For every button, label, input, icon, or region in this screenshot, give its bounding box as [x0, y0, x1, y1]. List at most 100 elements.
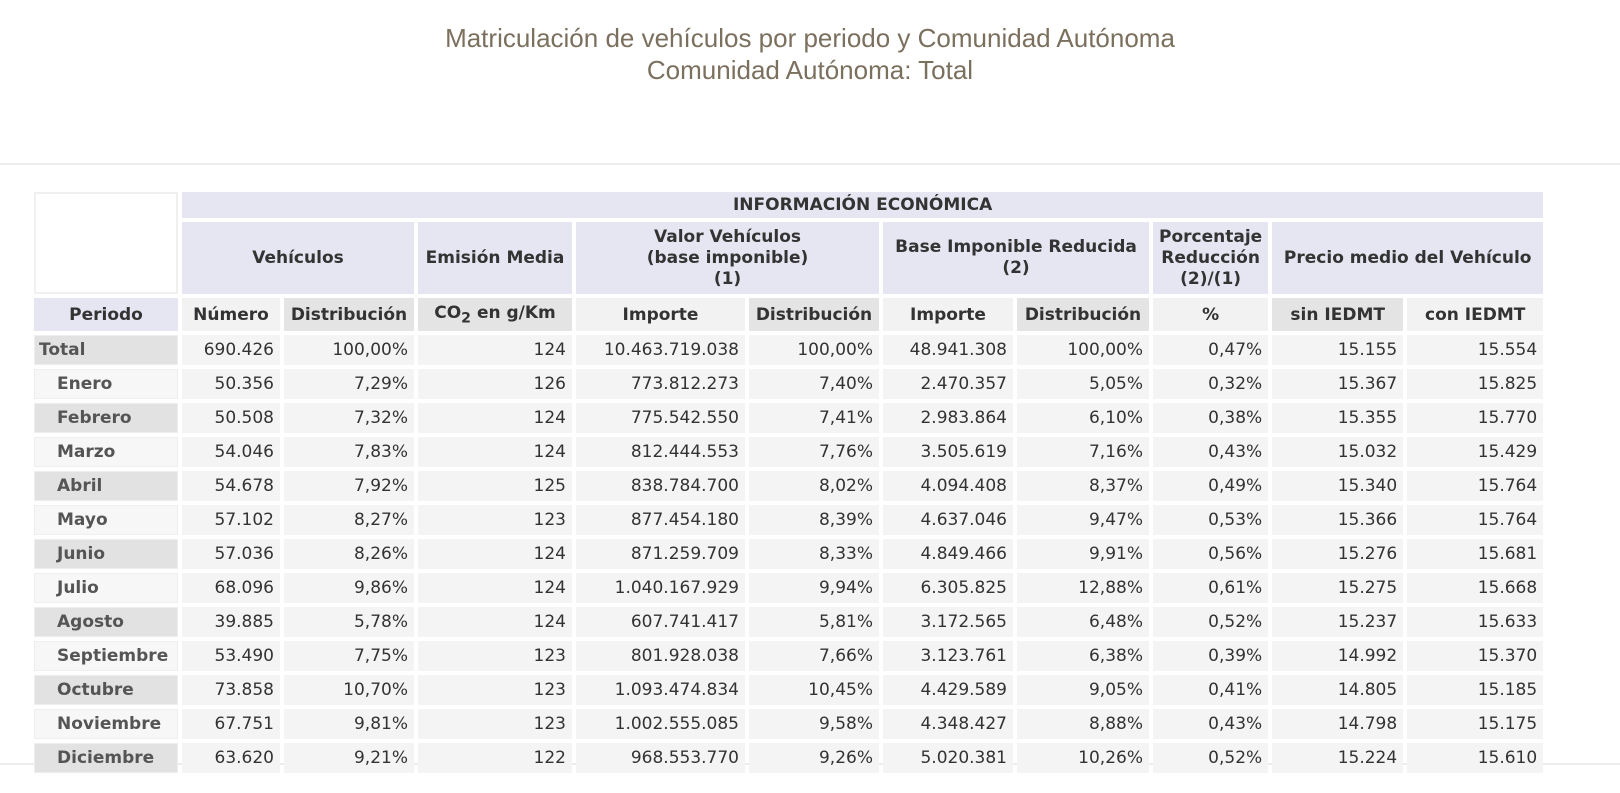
value-cell: 15.370 — [1407, 641, 1544, 671]
value-cell: 10,26% — [1017, 743, 1149, 773]
value-cell: 7,92% — [284, 471, 414, 501]
table-row: Mayo 57.102 8,27% 123 877.454.180 8,39% 4.637.… — [34, 505, 1544, 535]
value-cell: 5.020.381 — [883, 743, 1013, 773]
value-cell: 15.224 — [1272, 743, 1404, 773]
value-cell: 0,53% — [1153, 505, 1269, 535]
value-cell: 775.542.550 — [576, 403, 745, 433]
value-cell: 4.637.046 — [883, 505, 1013, 535]
value-cell: 15.770 — [1407, 403, 1544, 433]
value-cell: 15.175 — [1407, 709, 1544, 739]
label: (2)/(1) — [1180, 268, 1242, 289]
header-importe: Importe — [576, 298, 745, 331]
period-cell: Abril — [34, 471, 178, 501]
value-cell: 812.444.553 — [576, 437, 745, 467]
value-cell: 2.983.864 — [883, 403, 1013, 433]
value-cell: 10.463.719.038 — [576, 335, 745, 365]
value-cell: 50.508 — [182, 403, 280, 433]
value-cell: 5,05% — [1017, 369, 1149, 399]
value-cell: 871.259.709 — [576, 539, 745, 569]
value-cell: 57.102 — [182, 505, 280, 535]
table-row: Abril 54.678 7,92% 125 838.784.700 8,02% 4.094… — [34, 471, 1544, 501]
value-cell: 15.554 — [1407, 335, 1544, 365]
value-cell: 15.032 — [1272, 437, 1404, 467]
value-cell: 0,43% — [1153, 437, 1269, 467]
header-numero: Número — [182, 298, 280, 331]
header-precio: Precio medio del Vehículo — [1272, 222, 1544, 294]
value-cell: 9,26% — [749, 743, 879, 773]
value-cell: 12,88% — [1017, 573, 1149, 603]
value-cell: 15.185 — [1407, 675, 1544, 705]
value-cell: 124 — [418, 437, 572, 467]
value-cell: 9,94% — [749, 573, 879, 603]
period-cell: Diciembre — [34, 743, 178, 773]
label: Valor Vehículos — [654, 226, 801, 247]
value-cell: 10,45% — [749, 675, 879, 705]
value-cell: 0,41% — [1153, 675, 1269, 705]
table-row: Septiembre 53.490 7,75% 123 801.928.038 7,66%… — [34, 641, 1544, 671]
value-cell: 1.002.555.085 — [576, 709, 745, 739]
value-cell: 838.784.700 — [576, 471, 745, 501]
value-cell: 801.928.038 — [576, 641, 745, 671]
table-row: Octubre 73.858 10,70% 123 1.093.474.834 10,45… — [34, 675, 1544, 705]
value-cell: 0,38% — [1153, 403, 1269, 433]
value-cell: 7,66% — [749, 641, 879, 671]
value-cell: 4.094.408 — [883, 471, 1013, 501]
value-cell: 968.553.770 — [576, 743, 745, 773]
header-pct: % — [1153, 298, 1269, 331]
value-cell: 5,81% — [749, 607, 879, 637]
value-cell: 8,26% — [284, 539, 414, 569]
value-cell: 124 — [418, 403, 572, 433]
value-cell: 7,32% — [284, 403, 414, 433]
value-cell: 48.941.308 — [883, 335, 1013, 365]
value-cell: 15.633 — [1407, 607, 1544, 637]
value-cell: 4.849.466 — [883, 539, 1013, 569]
value-cell: 10,70% — [284, 675, 414, 705]
value-cell: 15.825 — [1407, 369, 1544, 399]
value-cell: 3.172.565 — [883, 607, 1013, 637]
value-cell: 15.367 — [1272, 369, 1404, 399]
value-cell: 0,52% — [1153, 743, 1269, 773]
table-row: Enero 50.356 7,29% 126 773.812.273 7,40% 2.470… — [34, 369, 1544, 399]
value-cell: 7,29% — [284, 369, 414, 399]
value-cell: 8,88% — [1017, 709, 1149, 739]
header-porcentaje: Porcentaje Reducción (2)/(1) — [1153, 222, 1269, 294]
value-cell: 53.490 — [182, 641, 280, 671]
value-cell: 126 — [418, 369, 572, 399]
period-cell: Junio — [34, 539, 178, 569]
value-cell: 100,00% — [284, 335, 414, 365]
period-cell: Febrero — [34, 403, 178, 433]
value-cell: 15.275 — [1272, 573, 1404, 603]
value-cell: 690.426 — [182, 335, 280, 365]
value-cell: 50.356 — [182, 369, 280, 399]
value-cell: 1.040.167.929 — [576, 573, 745, 603]
value-cell: 67.751 — [182, 709, 280, 739]
value-cell: 123 — [418, 709, 572, 739]
header-con-iedmt: con IEDMT — [1407, 298, 1544, 331]
header-distribucion: Distribución — [749, 298, 879, 331]
table-row: Junio 57.036 8,26% 124 871.259.709 8,33% 4.849… — [34, 539, 1544, 569]
value-cell: 7,75% — [284, 641, 414, 671]
value-cell: 7,16% — [1017, 437, 1149, 467]
value-cell: 8,33% — [749, 539, 879, 569]
value-cell: 6.305.825 — [883, 573, 1013, 603]
value-cell: 57.036 — [182, 539, 280, 569]
label: CO — [434, 302, 462, 323]
group-header: INFORMACIÓN ECONÓMICA — [182, 192, 1544, 218]
table-row: Diciembre 63.620 9,21% 122 968.553.770 9,26% 5… — [34, 743, 1544, 773]
value-cell: 54.678 — [182, 471, 280, 501]
value-cell: 15.764 — [1407, 505, 1544, 535]
value-cell: 15.610 — [1407, 743, 1544, 773]
value-cell: 7,83% — [284, 437, 414, 467]
value-cell: 100,00% — [749, 335, 879, 365]
value-cell: 8,39% — [749, 505, 879, 535]
value-cell: 4.429.589 — [883, 675, 1013, 705]
label: Reducción — [1161, 247, 1260, 268]
period-cell: Noviembre — [34, 709, 178, 739]
value-cell: 15.340 — [1272, 471, 1404, 501]
value-cell: 123 — [418, 505, 572, 535]
value-cell: 4.348.427 — [883, 709, 1013, 739]
header-base: Base Imponible Reducida (2) — [883, 222, 1149, 294]
value-cell: 14.798 — [1272, 709, 1404, 739]
value-cell: 63.620 — [182, 743, 280, 773]
value-cell: 14.805 — [1272, 675, 1404, 705]
